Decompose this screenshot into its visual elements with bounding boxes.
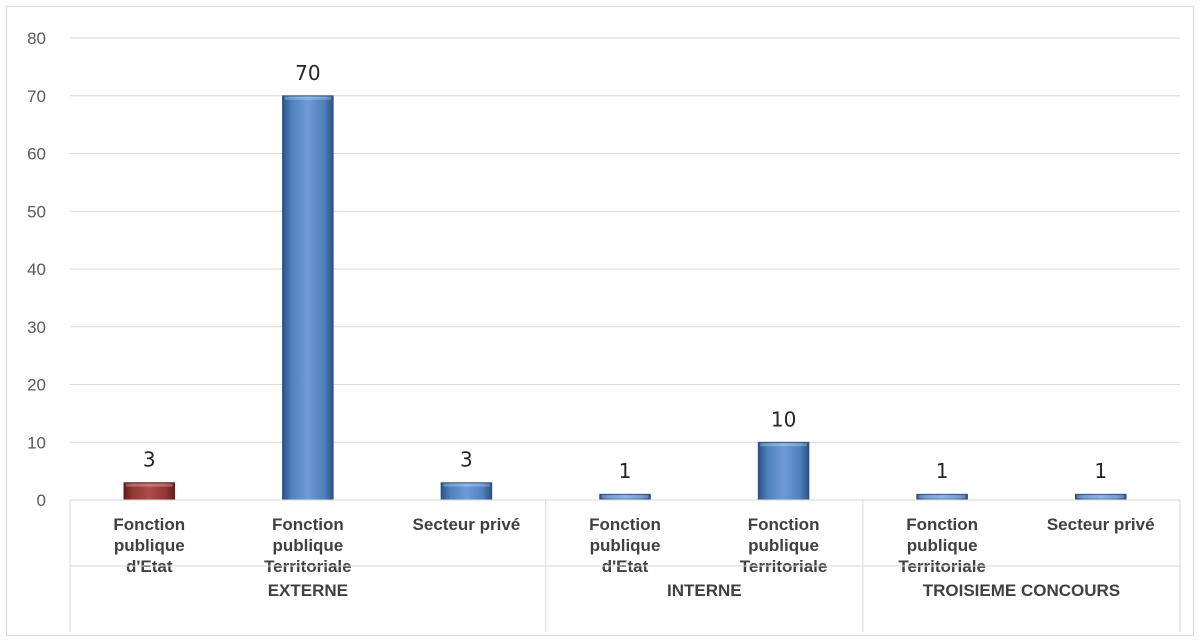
category-tick-label: Secteur privé xyxy=(1047,515,1155,534)
data-label: 10 xyxy=(771,407,796,431)
bar-highlight xyxy=(125,483,173,487)
bar-highlight xyxy=(284,96,332,100)
category-tick-label: Secteur privé xyxy=(413,515,521,534)
y-tick-label: 0 xyxy=(37,491,46,510)
category-tick-label: Fonction xyxy=(272,515,344,534)
data-label: 3 xyxy=(460,448,473,472)
bar-highlight xyxy=(443,483,490,487)
bar[interactable] xyxy=(757,441,810,501)
category-tick-label: Fonction xyxy=(906,515,978,534)
y-tick-label: 40 xyxy=(27,260,46,279)
group-label: TROISIEME CONCOURS xyxy=(923,581,1120,600)
category-tick-label: publique xyxy=(907,536,978,555)
bar[interactable] xyxy=(282,95,334,501)
category-tick-label: publique xyxy=(272,536,343,555)
data-label: 1 xyxy=(619,459,632,483)
y-tick-label: 20 xyxy=(27,376,46,395)
y-tick-label: 70 xyxy=(27,87,46,106)
category-tick-label: Fonction xyxy=(748,515,820,534)
category-tick-label: publique xyxy=(590,536,661,555)
bar-highlight xyxy=(918,495,966,499)
bar-highlight xyxy=(601,495,649,499)
bar-highlight xyxy=(760,443,807,447)
data-label: 1 xyxy=(936,459,949,483)
category-tick-label: publique xyxy=(748,536,819,555)
data-label: 70 xyxy=(295,61,320,85)
category-tick-label: publique xyxy=(114,536,185,555)
y-tick-label: 80 xyxy=(27,29,46,48)
group-label: INTERNE xyxy=(667,581,742,600)
group-label: EXTERNE xyxy=(268,581,348,600)
data-label: 3 xyxy=(143,448,156,472)
category-tick-label: Fonction xyxy=(113,515,185,534)
data-label: 1 xyxy=(1094,459,1107,483)
chart-frame xyxy=(6,6,1194,636)
bar-highlight xyxy=(1077,495,1125,499)
y-tick-label: 30 xyxy=(27,318,46,337)
y-tick-label: 10 xyxy=(27,433,46,452)
category-tick-label: Fonction xyxy=(589,515,661,534)
y-tick-label: 50 xyxy=(27,202,46,221)
y-tick-label: 60 xyxy=(27,145,46,164)
